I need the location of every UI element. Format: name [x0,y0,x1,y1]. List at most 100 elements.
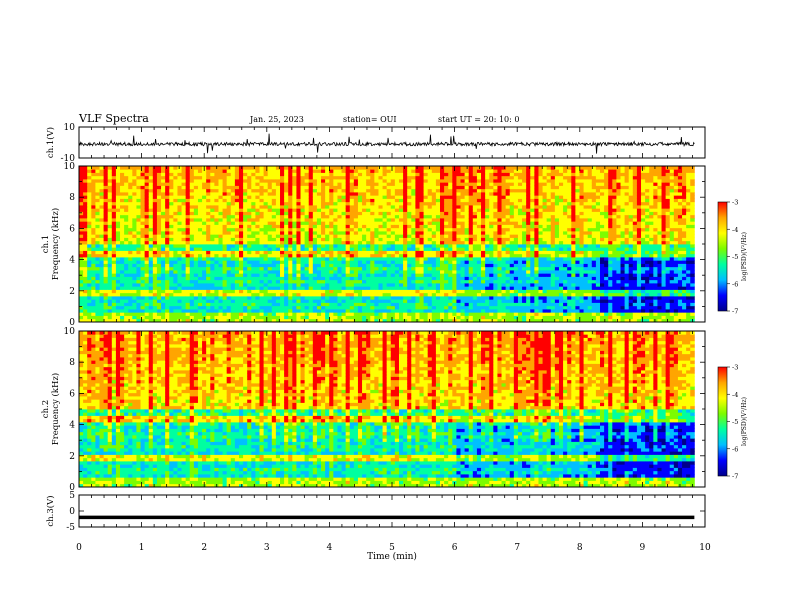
spectrogram-cell [411,247,416,251]
spectrogram-cell [243,198,248,203]
spectrogram-cell [193,218,199,222]
spectrogram-cell [202,270,207,274]
spectrogram-cell [390,201,396,206]
spectrogram-cell [308,179,314,183]
spectrogram-cell [403,234,408,238]
spectrogram-cell [136,289,141,294]
spectrogram-cell [148,188,154,193]
spectrogram-cell [226,175,232,180]
spectrogram-cell [255,237,260,242]
spectrogram-cell [407,221,412,225]
spectrogram-cell [140,221,146,225]
spectrogram-cell [382,315,388,320]
spectrogram-cell [226,312,232,316]
spectrogram-cell [124,253,129,258]
spectrogram-cell [481,279,486,284]
spectrogram-cell [222,315,228,320]
spectrogram-cell [312,266,318,271]
spectrogram-cell [144,195,150,199]
spectrogram-cell [193,302,199,307]
spectrogram-cell [173,185,178,190]
spectrogram-cell [398,257,404,261]
spectrogram-cell [95,315,100,320]
spectrogram-cell [185,309,191,313]
spectrogram-cell [156,198,162,203]
spectrogram-cell [316,231,322,235]
spectrogram-cell [173,224,178,229]
spectrogram-cell [333,309,338,313]
spectrogram-cell [247,240,252,245]
spectrogram-cell [95,169,100,173]
spectrogram-cell [103,214,109,219]
spectrogram-cell [382,240,388,245]
spectrogram-cell [132,201,137,206]
spectrogram-cell [501,218,507,222]
spectrogram-cell [427,302,433,307]
spectrogram-cell [156,257,162,261]
spectrogram-cell [136,292,141,297]
spectrogram-cell [284,260,289,264]
spectrogram-cell [362,221,367,225]
spectrogram-cell [165,188,170,193]
spectrogram-cell [181,292,187,297]
spectrogram-cell [177,211,182,216]
spectrogram-cell [103,227,109,232]
spectrogram-cell [312,305,318,310]
spectrogram-cell [366,166,371,170]
spectrogram-cell [452,195,457,199]
spectrogram-cell [214,302,219,307]
spectrogram-cell [214,260,219,264]
spectrogram-cell [476,205,482,209]
spectrogram-cell [493,260,498,264]
spectrogram-cell [156,253,162,258]
spectrogram-cell [321,244,326,248]
spectrogram-cell [370,224,375,229]
spectrogram-cell [472,198,478,203]
spectrogram-cell [226,211,232,216]
spectrogram-cell [370,192,375,196]
spectrogram-cell [156,289,162,294]
spectrogram-cell [234,192,240,196]
spectrogram-cell [390,221,396,225]
spectrogram-cell [456,263,461,268]
spectrogram-cell [448,257,453,261]
spectrogram-cell [411,169,416,173]
spectrogram-cell [79,318,84,323]
spectrogram-cell [156,237,162,242]
spectrogram-cell [271,195,277,199]
spectrogram-cell [292,208,297,212]
spectrogram-cell [251,270,256,274]
spectrogram-cell [115,266,121,271]
spectrogram-cell [357,240,363,245]
spectrogram-cell [156,208,162,212]
spectrogram-cell [456,205,461,209]
spectrogram-cell [456,198,461,203]
spectrogram-cell [312,211,318,216]
spectrogram-cell [152,279,158,284]
spectrogram-cell [419,182,424,186]
spectrogram-cell [349,224,355,229]
spectrogram-cell [128,279,133,284]
spectrogram-cell [288,279,293,284]
spectrogram-cell [132,169,137,173]
spectrogram-cell [267,224,273,229]
spectrogram-cell [87,302,92,307]
spectrogram-cell [247,315,252,320]
spectrogram-cell [181,234,187,238]
spectrogram-cell [411,292,416,297]
spectrogram-cell [210,270,215,274]
spectrogram-cell [325,292,330,297]
spectrogram-cell [378,270,383,274]
spectrogram-cell [152,234,158,238]
spectrogram-cell [156,244,162,248]
spectrogram-cell [263,195,269,199]
spectrogram-cell [390,231,396,235]
spectrogram-cell [115,221,121,225]
spectrogram-cell [218,276,223,281]
spectrogram-cell [378,253,383,258]
spectrogram-cell [226,263,232,268]
spectrogram-cell [308,273,314,277]
spectrogram-cell [222,234,228,238]
spectrogram-cell [304,273,310,277]
